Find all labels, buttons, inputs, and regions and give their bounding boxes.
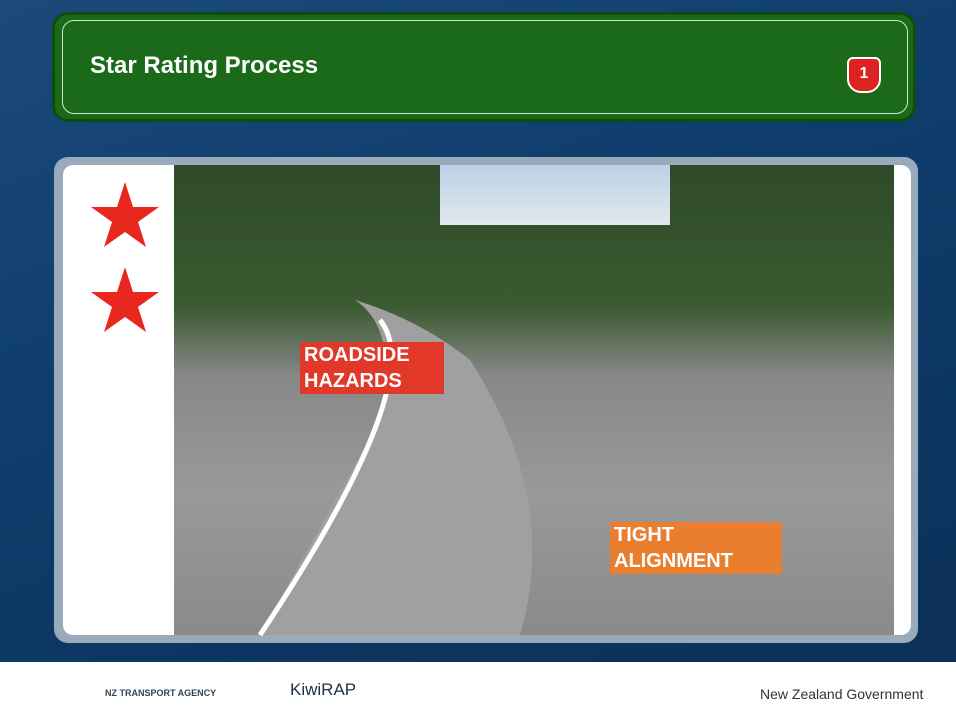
brand: KiwiRAP [290, 680, 356, 700]
government: New Zealand Government [760, 686, 923, 702]
star [91, 267, 159, 332]
decor [0, 0, 956, 720]
slide: Star Rating Process 1 ROADSIDE HAZARDS T… [0, 0, 956, 720]
star [91, 182, 159, 247]
label: ROADSIDE HAZARDS [300, 342, 444, 394]
label: TIGHT ALIGNMENT [610, 522, 782, 574]
agency: NZ TRANSPORT AGENCY [105, 688, 216, 698]
